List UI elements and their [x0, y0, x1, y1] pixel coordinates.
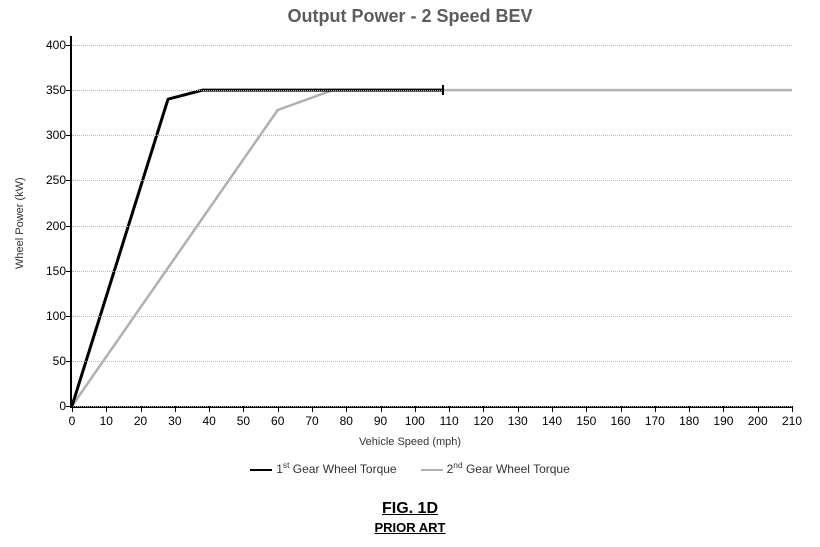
gridline	[72, 90, 792, 91]
x-tick	[415, 406, 416, 412]
x-tick	[381, 406, 382, 412]
gridline	[72, 406, 792, 407]
x-tick-label: 10	[100, 414, 113, 428]
x-tick-label: 210	[782, 414, 802, 428]
x-tick-label: 180	[679, 414, 699, 428]
x-tick-label: 70	[305, 414, 318, 428]
y-tick	[66, 226, 72, 227]
x-tick	[449, 406, 450, 412]
gridline	[72, 180, 792, 181]
gridline	[72, 361, 792, 362]
legend-label: 1st Gear Wheel Torque	[276, 462, 396, 476]
y-tick-label: 350	[46, 83, 66, 97]
x-tick-label: 150	[576, 414, 596, 428]
x-tick	[586, 406, 587, 412]
legend-item: 2nd Gear Wheel Torque	[421, 462, 570, 476]
y-tick	[66, 135, 72, 136]
y-tick	[66, 180, 72, 181]
x-tick-label: 0	[69, 414, 76, 428]
gridline	[72, 135, 792, 136]
y-tick	[66, 361, 72, 362]
x-axis-label: Vehicle Speed (mph)	[0, 436, 820, 448]
y-tick-label: 300	[46, 128, 66, 142]
x-tick-label: 100	[405, 414, 425, 428]
gridline	[72, 271, 792, 272]
legend-swatch	[421, 469, 443, 471]
plot-area: 0501001502002503003504000102030405060708…	[70, 36, 792, 408]
y-tick-label: 400	[46, 38, 66, 52]
x-tick-label: 200	[748, 414, 768, 428]
x-tick-label: 160	[611, 414, 631, 428]
x-tick	[106, 406, 107, 412]
x-tick	[758, 406, 759, 412]
x-tick	[689, 406, 690, 412]
x-tick	[723, 406, 724, 412]
x-tick	[209, 406, 210, 412]
legend-swatch	[250, 469, 272, 471]
y-tick	[66, 45, 72, 46]
y-tick-label: 200	[46, 219, 66, 233]
figure-container: Output Power - 2 Speed BEV Wheel Power (…	[0, 0, 820, 547]
x-tick	[518, 406, 519, 412]
legend-item: 1st Gear Wheel Torque	[250, 462, 396, 476]
x-tick-label: 40	[202, 414, 215, 428]
x-tick-label: 60	[271, 414, 284, 428]
chart-series	[72, 36, 792, 406]
x-tick	[655, 406, 656, 412]
x-tick-label: 80	[340, 414, 353, 428]
x-tick	[792, 406, 793, 412]
legend-label: 2nd Gear Wheel Torque	[447, 462, 570, 476]
figure-number: FIG. 1D	[382, 500, 438, 517]
figure-label: FIG. 1D PRIOR ART	[0, 500, 820, 535]
prior-art-label: PRIOR ART	[0, 520, 820, 535]
series-line	[72, 90, 792, 406]
x-tick-label: 130	[508, 414, 528, 428]
y-tick	[66, 271, 72, 272]
gridline	[72, 45, 792, 46]
data-tick-marker	[442, 85, 444, 95]
x-tick-label: 50	[237, 414, 250, 428]
chart-legend: 1st Gear Wheel Torque 2nd Gear Wheel Torq…	[0, 460, 820, 476]
gridline	[72, 226, 792, 227]
x-tick	[312, 406, 313, 412]
x-tick-label: 20	[134, 414, 147, 428]
x-tick	[552, 406, 553, 412]
x-tick-label: 140	[542, 414, 562, 428]
x-tick	[243, 406, 244, 412]
x-tick-label: 110	[440, 414, 459, 428]
x-tick-label: 120	[473, 414, 493, 428]
x-tick-label: 90	[374, 414, 387, 428]
x-tick	[621, 406, 622, 412]
y-tick-label: 100	[46, 309, 66, 323]
y-tick	[66, 90, 72, 91]
chart-title: Output Power - 2 Speed BEV	[0, 6, 820, 27]
y-tick-label: 150	[46, 264, 66, 278]
y-tick-label: 250	[46, 173, 66, 187]
x-tick-label: 30	[168, 414, 181, 428]
y-tick-label: 50	[53, 354, 66, 368]
x-tick	[72, 406, 73, 412]
x-tick-label: 190	[713, 414, 733, 428]
x-tick	[141, 406, 142, 412]
y-tick-label: 0	[59, 399, 66, 413]
gridline	[72, 316, 792, 317]
x-tick	[175, 406, 176, 412]
x-tick	[483, 406, 484, 412]
x-tick	[346, 406, 347, 412]
y-tick	[66, 316, 72, 317]
x-tick-label: 170	[645, 414, 665, 428]
x-tick	[278, 406, 279, 412]
y-axis-label: Wheel Power (kW)	[14, 177, 26, 269]
